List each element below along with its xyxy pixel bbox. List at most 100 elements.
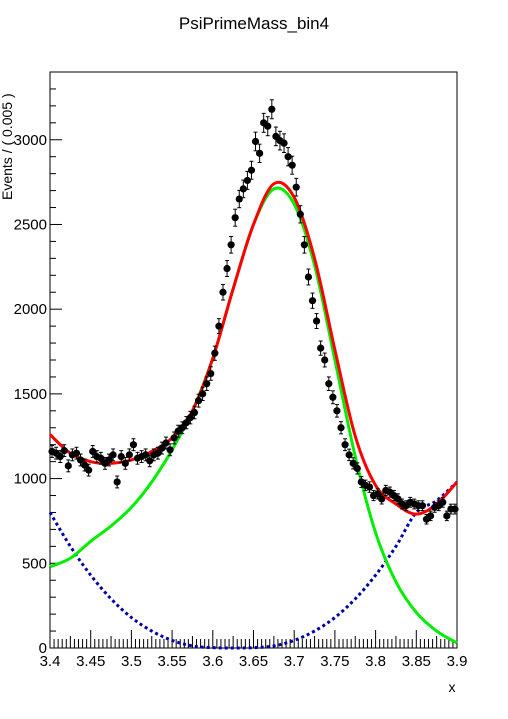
data-marker [166,446,174,454]
data-point [178,421,186,435]
x-tick-label: 3.85 [402,653,431,670]
data-point [190,405,199,420]
data-point [418,500,427,512]
plot-frame [49,71,458,649]
data-marker [418,502,427,510]
x-tick-label: 3.4 [40,653,61,670]
data-point [264,116,272,137]
data-point [231,208,239,227]
data-marker [374,490,382,498]
data-point [439,496,447,508]
data-marker [219,288,227,296]
y-axis-label: Events / ( 0.005 ) [0,93,15,200]
data-point [345,448,353,462]
data-point [239,179,247,199]
data-point [337,421,345,435]
data-point [374,488,382,500]
data-point [256,143,264,163]
data-marker [194,397,203,405]
data-point [121,456,129,470]
data-point [72,446,81,460]
data-point [125,448,133,462]
data-point [219,283,227,301]
y-tick-label: 3000 [14,132,47,149]
y-tick-label: 0 [39,640,47,657]
data-marker [121,459,129,467]
data-marker [239,185,247,193]
data-marker [56,452,64,461]
data-point [353,462,361,475]
data-marker [251,137,260,146]
data-marker [329,393,337,401]
data-marker [268,105,276,113]
data-marker [247,166,256,174]
data-marker [60,447,68,455]
y-tick-label: 1500 [14,386,47,403]
data-marker [337,424,345,432]
data-marker [312,317,321,325]
x-axis: 3.4 3.45 3.5 3.55 3.6 3.65 3.7 3.75 3.8 3.85 3.9 [40,630,468,670]
data-marker [146,457,154,465]
data-marker [203,380,211,388]
data-point [321,352,329,368]
data-marker [215,322,223,330]
y-tick-label: 1000 [14,471,47,488]
data-point [85,463,93,477]
data-marker [292,183,300,191]
data-marker [105,456,113,464]
x-tick-label: 3.6 [202,653,223,670]
data-point [166,443,174,457]
data-point [243,170,251,190]
data-marker [394,495,402,503]
data-point [129,438,138,452]
data-point [170,431,178,445]
data-point [203,376,211,391]
y-tick-label: 500 [22,555,47,572]
data-marker [89,447,97,456]
x-tick-label: 3.5 [121,653,142,670]
data-marker [288,161,296,169]
data-marker [182,419,190,427]
x-tick-label: 3.9 [447,653,468,670]
data-marker [223,264,231,273]
data-marker [451,505,459,513]
data-point [211,345,219,361]
data-point [325,376,333,391]
data-point [268,99,276,120]
data-marker [345,451,353,459]
data-point [117,450,125,463]
data-marker [231,214,239,222]
data-point [296,205,304,224]
data-marker [76,456,85,464]
data-point [349,457,357,470]
data-marker [308,297,317,305]
x-tick-label: 3.7 [284,653,305,670]
data-marker [333,407,341,415]
data-marker [325,380,333,388]
data-point [378,493,386,505]
data-marker [341,441,349,449]
x-tick-label: 3.55 [157,653,186,670]
data-point [227,235,235,254]
data-marker [72,449,81,457]
data-marker [284,153,292,161]
data-marker [190,408,199,417]
data-point [341,438,349,452]
data-marker [439,498,447,506]
x-axis-label: x [449,679,456,695]
data-marker [256,149,264,157]
data-marker [243,176,251,185]
background-curve [48,480,459,650]
data-point [56,450,64,463]
data-point [76,453,85,467]
data-point [162,436,170,450]
data-point [300,235,308,254]
data-point [146,454,154,468]
data-marker [109,451,117,459]
data-marker [85,466,93,474]
data-point [329,390,337,405]
data-point [113,475,121,489]
data-marker [125,451,133,459]
data-marker [317,344,325,352]
